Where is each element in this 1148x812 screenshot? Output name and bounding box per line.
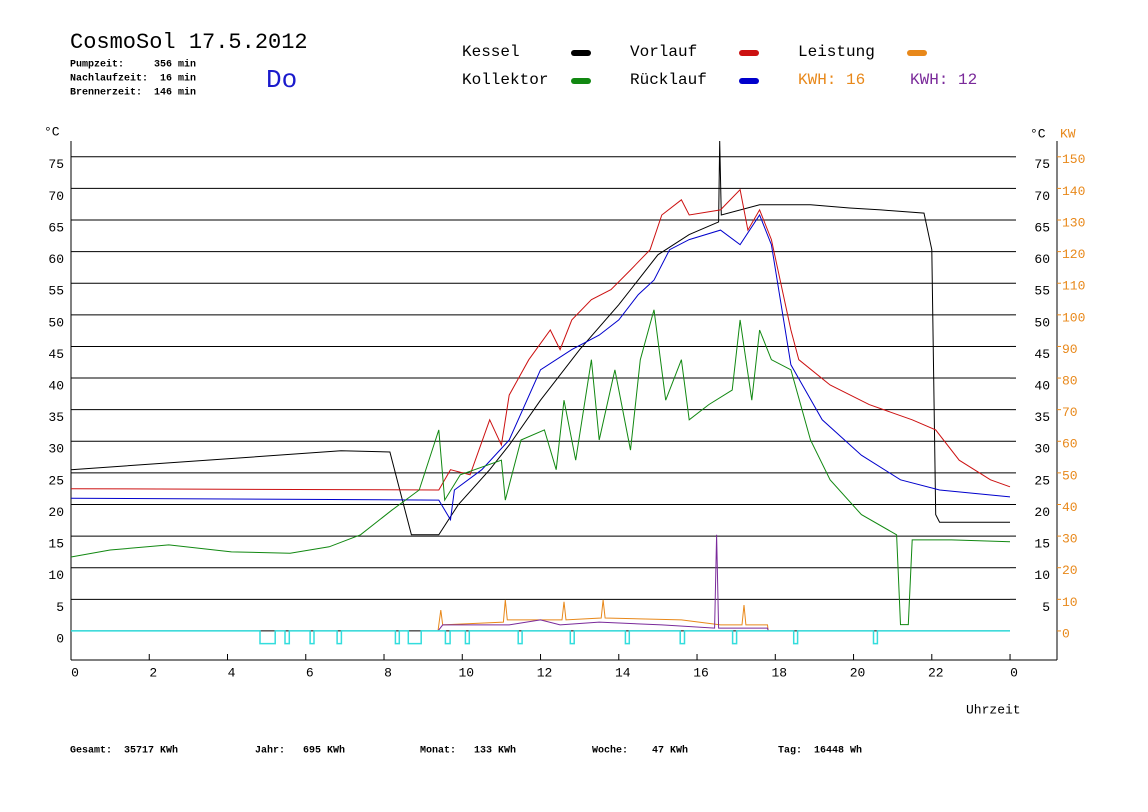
footer-stat: Monat: 133 KWh — [420, 745, 516, 757]
y2-tick-label: 120 — [1062, 247, 1085, 262]
y-tick-label: 55 — [48, 284, 64, 299]
legend-label: KWH: 12 — [910, 71, 977, 89]
y-axis-label: °C — [44, 124, 60, 139]
y-right-tick-label: 60 — [1034, 252, 1050, 267]
y-tick-label: 0 — [56, 631, 64, 646]
series-line — [70, 140, 1010, 536]
y2-tick-label: 150 — [1062, 152, 1085, 167]
y-tick-label: 15 — [48, 537, 64, 552]
x-tick-label: 0 — [1010, 665, 1018, 680]
y2-tick-label: 110 — [1062, 279, 1085, 294]
info: Pumpzeit: 356 min — [70, 59, 196, 71]
legend-label: Rücklauf — [630, 71, 707, 89]
y-right-tick-label: 55 — [1034, 284, 1050, 299]
y2-tick-label: 50 — [1062, 468, 1078, 483]
x-tick-label: 12 — [537, 665, 553, 680]
y-right-tick-label: 40 — [1034, 378, 1050, 393]
y-right-tick-label: 75 — [1034, 157, 1050, 172]
y2-tick-label: 100 — [1062, 310, 1085, 325]
y-tick-label: 35 — [48, 410, 64, 425]
y-tick-label: 45 — [48, 347, 64, 362]
y-right-tick-label: 45 — [1034, 347, 1050, 362]
series-line — [71, 630, 1010, 645]
legend-label: Kollektor — [462, 71, 548, 89]
x-tick-label: 16 — [693, 665, 709, 680]
info: Brennerzeit: 146 min — [70, 87, 196, 99]
y-right-tick-label: 15 — [1034, 537, 1050, 552]
y-tick-label: 20 — [48, 505, 64, 520]
x-tick-label: 22 — [928, 665, 944, 680]
y2-tick-label: 80 — [1062, 373, 1078, 388]
x-tick-label: 8 — [384, 665, 392, 680]
series-line — [70, 309, 1011, 626]
y2-tick-label: 10 — [1062, 595, 1078, 610]
legend-label: Kessel — [462, 43, 520, 61]
y2-tick-label: 90 — [1062, 342, 1078, 357]
series-line — [437, 534, 769, 632]
y-tick-label: 70 — [48, 189, 64, 204]
footer-stat: Woche: 47 KWh — [592, 745, 688, 757]
y-tick-label: 50 — [48, 315, 64, 330]
y-tick-label: 5 — [56, 600, 64, 615]
y-tick-label: 30 — [48, 442, 64, 457]
x-tick-label: 14 — [615, 665, 631, 680]
y2-tick-label: 60 — [1062, 437, 1078, 452]
x-axis-label: Uhrzeit — [966, 702, 1021, 717]
y2-tick-label: 20 — [1062, 563, 1078, 578]
x-tick-label: 2 — [149, 665, 157, 680]
y-tick-label: 25 — [48, 473, 64, 488]
y2-tick-label: 40 — [1062, 500, 1078, 515]
y-tick-label: 40 — [48, 378, 64, 393]
y-right-tick-label: 50 — [1034, 315, 1050, 330]
y-right-tick-label: 30 — [1034, 442, 1050, 457]
x-tick-label: 20 — [850, 665, 866, 680]
series-line — [70, 213, 1011, 522]
y2-tick-label: 140 — [1062, 184, 1085, 199]
legend-label: Leistung — [798, 43, 875, 61]
y-right-tick-label: 65 — [1034, 220, 1050, 235]
y2-tick-label: 130 — [1062, 215, 1085, 230]
footer-stat: Gesamt: 35717 KWh — [70, 745, 178, 757]
y-right-tick-label: 10 — [1034, 568, 1050, 583]
x-tick-label: 10 — [458, 665, 474, 680]
y-right-tick-label: 70 — [1034, 189, 1050, 204]
footer-stat: Tag: 16448 Wh — [778, 745, 862, 757]
series-line — [437, 599, 769, 631]
y2-axis-label: KW — [1060, 126, 1076, 141]
footer-stat: Jahr: 695 KWh — [255, 745, 345, 757]
legend-label: Vorlauf — [630, 43, 697, 61]
y-tick-label: 10 — [48, 568, 64, 583]
y-right-tick-label: 35 — [1034, 410, 1050, 425]
y-right-tick-label: 20 — [1034, 505, 1050, 520]
x-tick-label: 4 — [228, 665, 236, 680]
y-right-tick-label: 25 — [1034, 473, 1050, 488]
y-right-tick-label: 5 — [1042, 600, 1050, 615]
chart-title: CosmoSol 17.5.2012 — [70, 30, 308, 55]
y2-tick-label: 0 — [1062, 626, 1070, 641]
y2-tick-label: 70 — [1062, 405, 1078, 420]
y-tick-label: 75 — [48, 157, 64, 172]
x-tick-label: 18 — [771, 665, 787, 680]
info: Nachlaufzeit: 16 min — [70, 73, 196, 85]
y2-tick-label: 30 — [1062, 532, 1078, 547]
y-tick-label: 60 — [48, 252, 64, 267]
day: Do — [266, 65, 297, 95]
y-right-label: °C — [1030, 126, 1046, 141]
x-tick-label: 6 — [306, 665, 314, 680]
series-line — [70, 188, 1011, 491]
y-tick-label: 65 — [48, 220, 64, 235]
x-tick-label: 0 — [71, 665, 79, 680]
kwh-label: KWH: 16 — [798, 71, 865, 89]
